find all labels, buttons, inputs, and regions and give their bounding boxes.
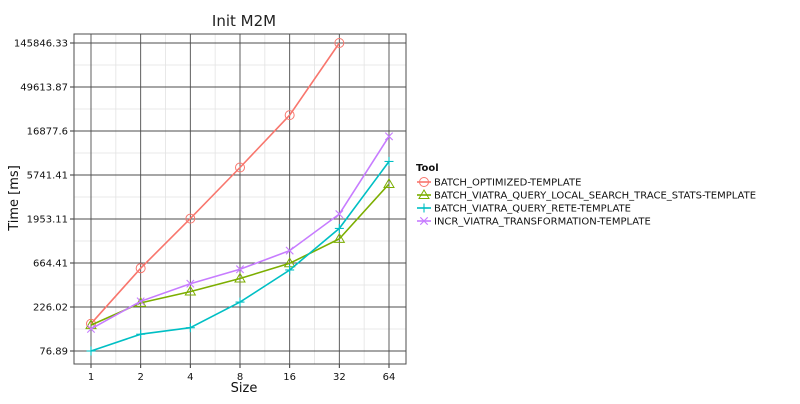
plot-border — [73, 33, 407, 365]
legend-item: BATCH_OPTIMIZED-TEMPLATE — [417, 177, 581, 189]
series-2 — [85, 178, 395, 330]
y-tick-label: 76.89 — [39, 347, 68, 358]
x-tick-label: 8 — [237, 372, 243, 383]
x-tick-label: 64 — [383, 372, 396, 383]
data-point — [235, 162, 245, 173]
series-3 — [86, 156, 394, 356]
data-point — [384, 132, 394, 141]
series-4 — [86, 132, 394, 334]
data-point — [333, 232, 346, 243]
y-tick-label: 226.02 — [33, 303, 68, 314]
x-tick-label: 16 — [283, 372, 296, 383]
data-point — [135, 263, 146, 274]
legend-key-marker — [419, 203, 429, 213]
series-1 — [86, 38, 345, 329]
series-layer — [85, 38, 395, 356]
y-tick-label: 664.41 — [33, 259, 68, 270]
x-axis-title: Size — [231, 381, 258, 396]
axes: 76.89 226.02 664.41 1953.11 5741.41 16877.6 49… — [14, 33, 407, 383]
data-point — [235, 297, 245, 307]
legend-item: BATCH_VIATRA_QUERY_RETE-TEMPLATE — [417, 203, 631, 215]
legend-label: BATCH_VIATRA_QUERY_RETE-TEMPLATE — [434, 204, 631, 215]
legend-label: INCR_VIATRA_TRANSFORMATION-TEMPLATE — [434, 217, 651, 228]
data-point — [185, 323, 195, 333]
legend-key-marker — [419, 177, 429, 187]
data-point — [335, 210, 344, 219]
legend-label: BATCH_VIATRA_QUERY_LOCAL_SEARCH_TRACE_ST… — [434, 191, 756, 202]
y-tick-label: 16877.6 — [27, 127, 68, 138]
data-point — [383, 178, 395, 189]
data-point — [285, 246, 294, 255]
legend-item: BATCH_VIATRA_QUERY_LOCAL_SEARCH_TRACE_ST… — [417, 189, 756, 202]
data-point — [136, 329, 146, 339]
legend-key-marker — [419, 216, 429, 226]
x-tick-label: 1 — [88, 372, 94, 383]
data-point — [285, 265, 295, 275]
y-tick-label: 49613.87 — [20, 83, 68, 94]
legend-label: BATCH_OPTIMIZED-TEMPLATE — [434, 178, 581, 189]
data-point — [86, 324, 96, 334]
x-tick-label: 32 — [333, 372, 346, 383]
data-point — [234, 272, 246, 283]
data-point — [186, 279, 195, 288]
data-point — [235, 265, 245, 274]
y-tick-label: 145846.33 — [14, 39, 68, 50]
data-point — [86, 346, 96, 356]
data-point — [334, 38, 345, 48]
y-axis-title: Time [ms] — [7, 165, 22, 232]
x-tick-label: 4 — [187, 372, 193, 383]
data-point — [334, 223, 344, 233]
y-tick-label: 1953.11 — [27, 215, 68, 226]
chart-title: Init M2M — [212, 12, 276, 30]
grid — [74, 34, 406, 364]
legend-title: Tool — [416, 163, 439, 174]
data-point — [136, 297, 145, 306]
data-point — [184, 285, 197, 296]
legend: Tool BATCH_OPTIMIZED-TEMPLATE BATCH_VIATR… — [416, 163, 756, 228]
data-point — [185, 213, 196, 224]
legend-item: INCR_VIATRA_TRANSFORMATION-TEMPLATE — [417, 217, 651, 228]
series-line — [90, 183, 390, 326]
y-tick-label: 5741.41 — [27, 171, 68, 182]
legend-key-marker — [418, 189, 430, 199]
series-line — [90, 42, 340, 325]
data-point — [384, 156, 394, 166]
data-point — [284, 110, 295, 121]
x-tick-label: 2 — [137, 372, 143, 383]
